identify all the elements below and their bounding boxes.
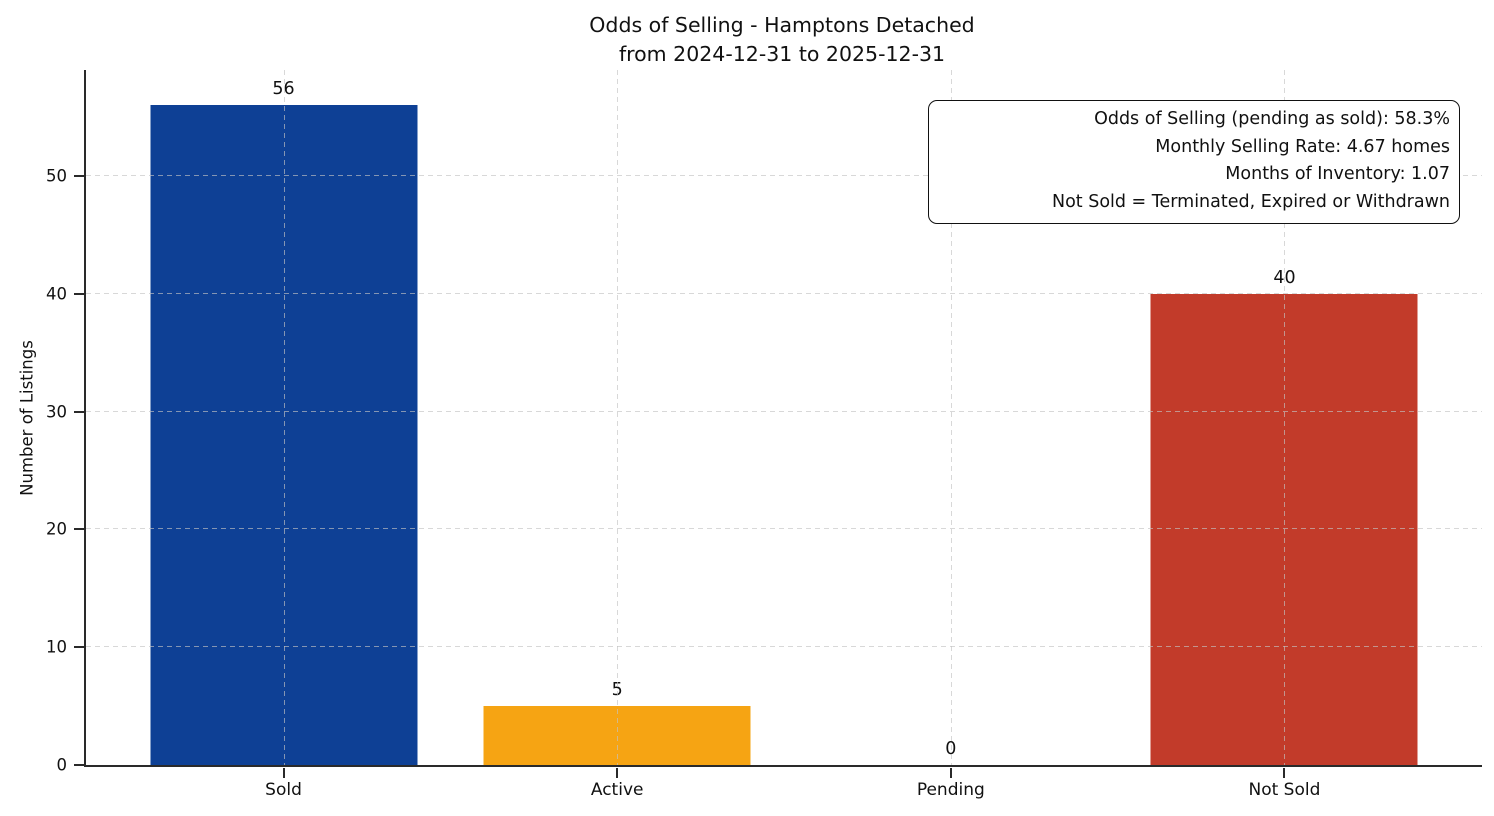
y-axis-label: Number of Listings (17, 340, 37, 496)
y-tick-label-10: 10 (46, 637, 67, 657)
chart-title: Odds of Selling - Hamptons Detached (589, 13, 975, 37)
y-tick-label-40: 40 (46, 284, 67, 304)
bar-slot-sold: 56 (150, 70, 418, 765)
x-tick-mark-sold (282, 767, 285, 778)
y-tick-mark-50 (73, 175, 84, 178)
x-tick-label-active: Active (590, 780, 644, 800)
y-tick-mark-0 (73, 764, 84, 766)
bar-value-label: 56 (272, 79, 295, 100)
monthly-selling-rate-line: Monthly Selling Rate: 4.67 homes (1155, 136, 1450, 157)
y-tick-label-50: 50 (46, 166, 67, 186)
not-sold-definition-line: Not Sold = Terminated, Expired or Withdr… (1051, 191, 1450, 212)
x-tick-label-notsold: Not Sold (1248, 780, 1321, 800)
chart-title-block: Odds of Selling - Hamptons Detached from… (84, 11, 1480, 69)
y-tick-label-0: 0 (56, 755, 68, 775)
x-tick-mark-notsold (1283, 767, 1286, 778)
x-tick-label-pending: Pending (916, 780, 985, 800)
y-tick-label-30: 30 (46, 402, 67, 422)
y-tick-label-20: 20 (46, 519, 67, 539)
bar (150, 105, 418, 765)
bar-value-label: 5 (611, 680, 623, 701)
plot-area: 56 5 0 40 0 10 20 30 40 50 (46, 70, 1482, 800)
bar (483, 706, 751, 765)
y-tick-mark-10 (73, 646, 84, 649)
y-tick-mark-20 (73, 528, 84, 531)
y-tick-mark-30 (73, 410, 84, 413)
chart-subtitle: from 2024-12-31 to 2025-12-31 (618, 42, 946, 66)
bar-value-label: 0 (945, 739, 957, 759)
bar-slot-active: 5 (483, 70, 751, 765)
odds-of-selling-line: Odds of Selling (pending as sold): 58.3% (1094, 109, 1450, 129)
x-tick-mark-active (616, 767, 619, 778)
stats-annotation-box: Odds of Selling (pending as sold): 58.3%… (928, 100, 1460, 224)
bar-slot-pending: 0 (817, 70, 1084, 765)
months-of-inventory-line: Months of Inventory: 1.07 (1225, 164, 1450, 184)
bar (1150, 293, 1418, 765)
y-tick-mark-40 (73, 292, 84, 295)
bar-value-label: 40 (1273, 267, 1296, 288)
x-tick-label-sold: Sold (265, 780, 302, 800)
x-tick-mark-pending (949, 767, 952, 778)
